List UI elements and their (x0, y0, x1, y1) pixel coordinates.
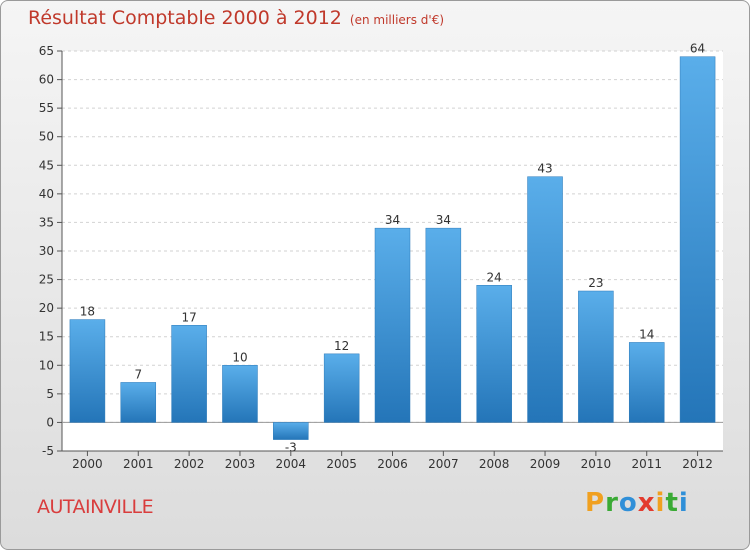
y-tick-label: 20 (39, 301, 54, 315)
bar-value-label: 64 (690, 42, 705, 56)
bar (527, 176, 563, 423)
y-tick-label: 15 (39, 330, 54, 344)
x-tick-label: 2002 (174, 457, 205, 471)
bar (578, 290, 614, 423)
bar (69, 319, 106, 423)
bar-value-label: -3 (285, 441, 297, 455)
proxiti-logo: Proxiti (585, 488, 689, 518)
bar (171, 325, 207, 423)
bar-value-label: 34 (385, 213, 400, 227)
bar-value-label: 34 (436, 213, 451, 227)
logo-letter: i (678, 488, 689, 518)
x-tick-label: 2005 (326, 457, 357, 471)
bar-value-label: 7 (134, 367, 142, 381)
logo-letter: t (665, 488, 679, 518)
x-tick-label: 2010 (581, 457, 612, 471)
logo-letter: x (637, 488, 656, 518)
bar (425, 227, 462, 423)
bar (273, 422, 309, 440)
bar (120, 382, 157, 423)
x-tick-label: 2000 (72, 457, 103, 471)
x-tick-label: 2012 (682, 457, 713, 471)
logo-letter: P (585, 488, 606, 518)
x-tick-label: 2008 (479, 457, 510, 471)
bar-value-label: 17 (181, 310, 196, 324)
x-tick-label: 2003 (225, 457, 256, 471)
x-tick-label: 2009 (530, 457, 561, 471)
y-tick-label: 35 (39, 215, 54, 229)
bar (628, 342, 665, 423)
bar-value-label: 18 (80, 305, 95, 319)
logo-letter: i (655, 488, 666, 518)
chart-title: Résultat Comptable 2000 à 2012 (en millie… (28, 7, 444, 29)
commune-name: AUTAINVILLE (37, 496, 154, 518)
y-tick-label: 50 (39, 130, 54, 144)
x-tick-label: 2001 (123, 457, 154, 471)
y-tick-label: 55 (39, 101, 54, 115)
y-tick-label: 0 (46, 415, 54, 429)
bar-value-label: 12 (334, 339, 349, 353)
y-tick-label: -5 (42, 444, 54, 458)
bar-value-label: 10 (232, 350, 247, 364)
bar-value-label: 23 (588, 276, 603, 290)
y-tick-label: 5 (46, 387, 54, 401)
bar (679, 56, 716, 423)
y-tick-label: 10 (39, 358, 54, 372)
y-tick-label: 60 (39, 73, 54, 87)
x-tick-label: 2007 (428, 457, 459, 471)
y-tick-label: 40 (39, 187, 54, 201)
y-tick-label: 65 (39, 44, 54, 58)
chart-title-main: Résultat Comptable 2000 à 2012 (28, 7, 342, 29)
bar (323, 353, 360, 423)
y-tick-label: 45 (39, 158, 54, 172)
bar-value-label: 24 (487, 270, 502, 284)
bar-value-label: 43 (537, 162, 552, 176)
bar-value-label: 14 (639, 327, 654, 341)
chart-subtitle: (en milliers d'€) (349, 13, 445, 27)
x-tick-label: 2006 (377, 457, 408, 471)
bar (476, 285, 512, 423)
x-tick-label: 2004 (276, 457, 307, 471)
x-tick-label: 2011 (631, 457, 662, 471)
y-tick-label: 25 (39, 273, 54, 287)
bar (222, 365, 258, 423)
logo-letter: o (618, 488, 638, 518)
bar (374, 227, 411, 423)
logo-letter: r (605, 488, 619, 518)
y-tick-label: 30 (39, 244, 54, 258)
